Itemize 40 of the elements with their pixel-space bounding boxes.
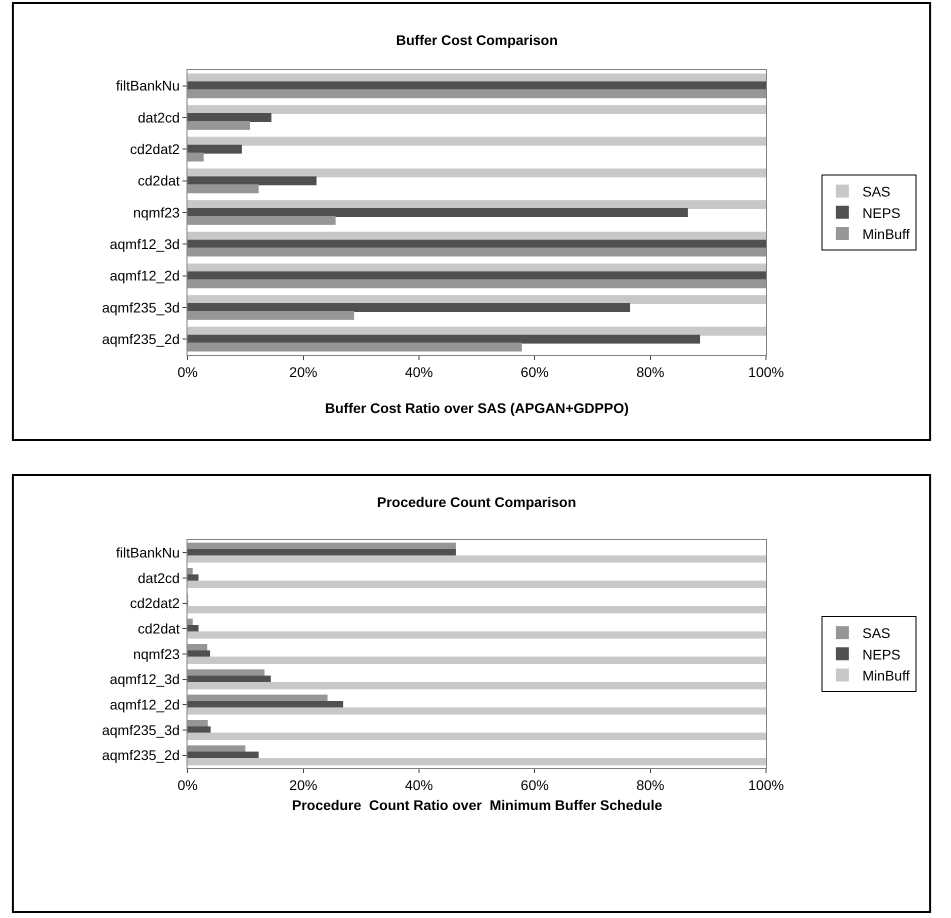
y-tick-label: nqmf23 bbox=[133, 204, 180, 220]
y-tick-label: aqmf235_3d bbox=[102, 299, 180, 316]
y-tick-label: aqmf12_2d bbox=[110, 696, 180, 713]
legend-label: MinBuff bbox=[862, 667, 910, 684]
y-tick-label: aqmf12_2d bbox=[110, 268, 180, 284]
x-tick-label: 40% bbox=[404, 776, 434, 793]
x-tick-label: 60% bbox=[520, 776, 549, 793]
y-tick-label: filtBankNu bbox=[116, 78, 180, 94]
y-tick-label: dat2cd bbox=[138, 109, 180, 126]
y-tick-label: cd2dat2 bbox=[130, 595, 180, 612]
x-axis-title: Buffer Cost Ratio over SAS (APGAN+GDPPO) bbox=[325, 400, 629, 416]
x-tick-label: 60% bbox=[520, 364, 549, 380]
legend-label: NEPS bbox=[862, 646, 901, 662]
legend-label: SAS bbox=[862, 625, 890, 642]
x-tick-label: 0% bbox=[177, 776, 198, 793]
y-tick-label: aqmf235_3d bbox=[102, 722, 180, 738]
y-tick-label: aqmf235_2d bbox=[102, 747, 180, 764]
y-tick-label: cd2dat bbox=[138, 620, 180, 637]
x-axis-title: Procedure Count Ratio over Minimum Buffer Schedule bbox=[292, 797, 662, 813]
y-tick-label: cd2dat2 bbox=[130, 141, 180, 158]
x-tick-label: 40% bbox=[404, 364, 434, 380]
chart-title: Procedure Count Comparison bbox=[377, 494, 576, 510]
y-tick-label: cd2dat bbox=[138, 172, 180, 189]
legend-label: SAS bbox=[862, 184, 890, 200]
x-tick-label: 100% bbox=[748, 364, 784, 380]
y-tick-label: aqmf235_2d bbox=[102, 331, 180, 348]
legend-label: MinBuff bbox=[862, 226, 910, 242]
x-tick-label: 100% bbox=[748, 776, 784, 793]
y-tick-label: nqmf23 bbox=[133, 646, 180, 662]
chart-title: Buffer Cost Comparison bbox=[396, 32, 558, 48]
x-tick-label: 0% bbox=[177, 364, 198, 380]
y-tick-label: dat2cd bbox=[138, 570, 180, 586]
x-tick-label: 80% bbox=[636, 364, 664, 380]
x-tick-label: 20% bbox=[289, 364, 318, 380]
x-tick-label: 80% bbox=[636, 776, 664, 793]
x-tick-label: 20% bbox=[289, 776, 318, 793]
legend-label: NEPS bbox=[862, 204, 901, 221]
y-tick-label: filtBankNu bbox=[116, 544, 180, 561]
y-tick-label: aqmf12_3d bbox=[110, 671, 180, 688]
y-tick-label: aqmf12_3d bbox=[110, 236, 180, 252]
